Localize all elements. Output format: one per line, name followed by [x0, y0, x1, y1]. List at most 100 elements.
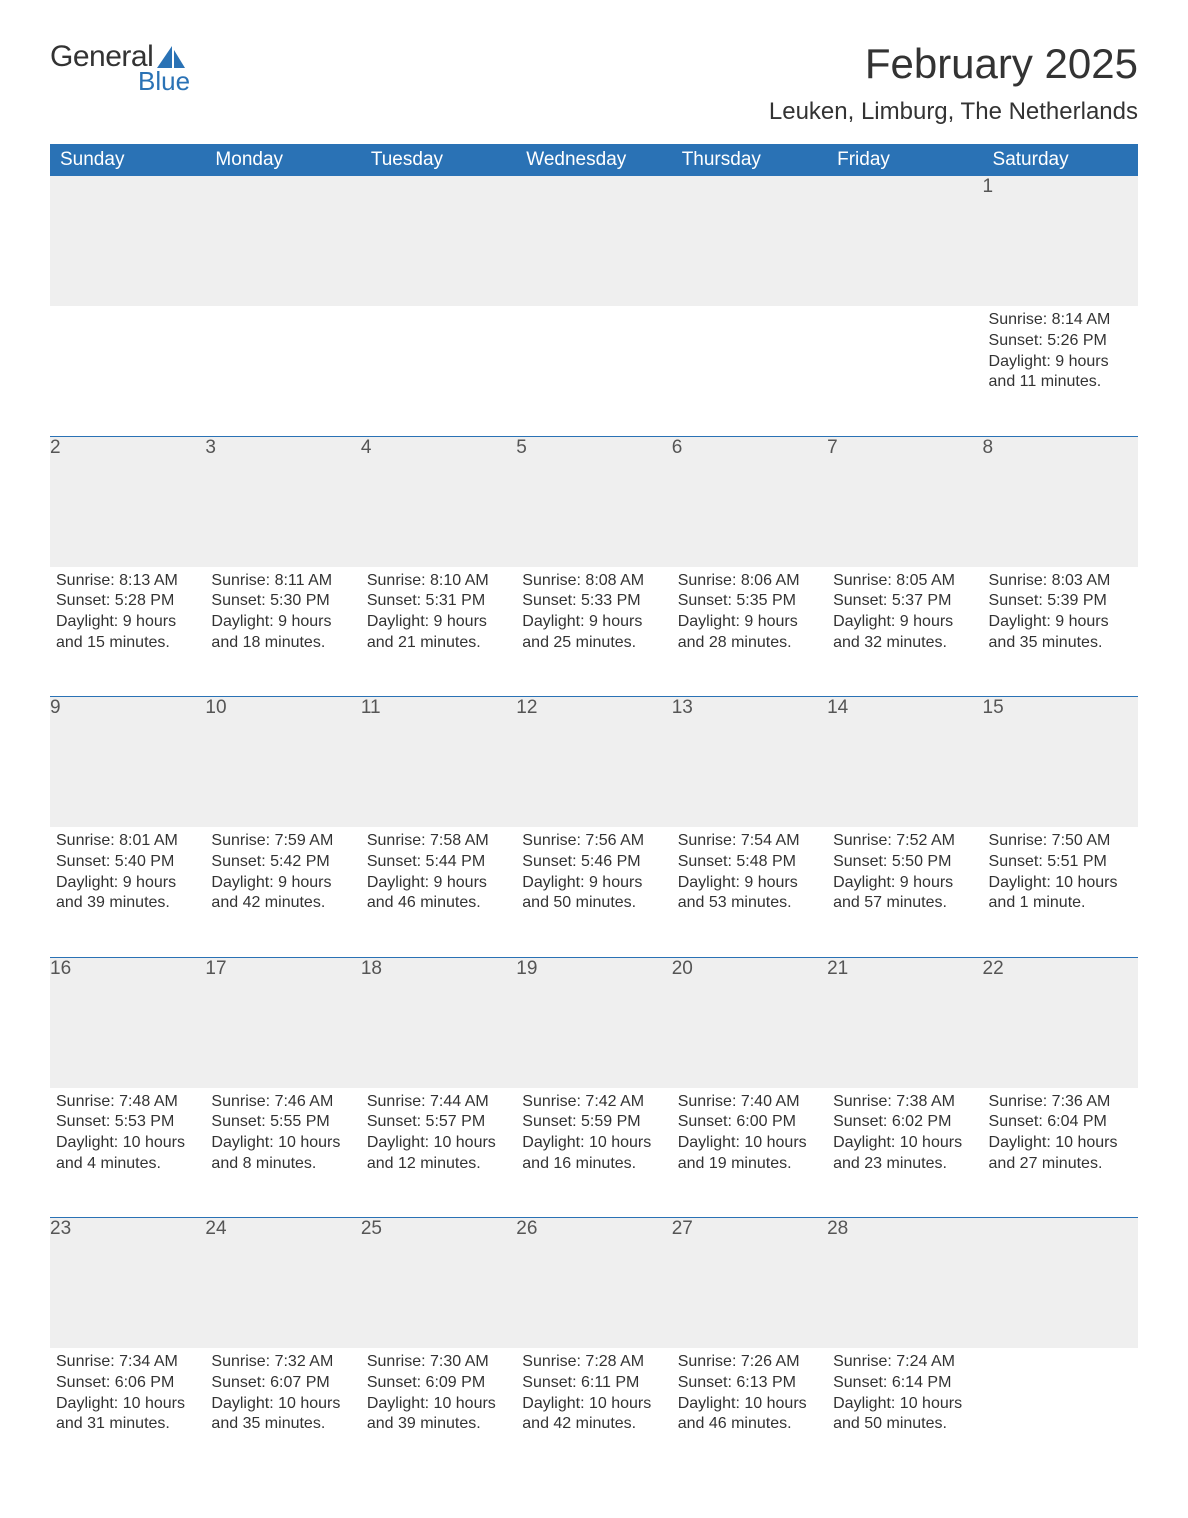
daylight-line-label: Daylight: [833, 1395, 895, 1412]
day-number-cell: 3 [205, 437, 360, 567]
sunset-line: Sunset: 6:11 PM [522, 1373, 663, 1394]
sunrise-line: Sunrise: 8:11 AM [211, 571, 352, 592]
sunrise-line-value: 7:32 AM [270, 1353, 333, 1370]
sunset-line-value: 6:06 PM [110, 1374, 174, 1391]
day-content: Sunrise: 7:34 AMSunset: 6:06 PMDaylight:… [50, 1348, 205, 1447]
sunset-line-label: Sunset: [56, 853, 110, 870]
sunset-line-label: Sunset: [989, 592, 1043, 609]
sunset-line: Sunset: 6:09 PM [367, 1373, 508, 1394]
daylight-line: Daylight: 9 hours and 57 minutes. [833, 873, 974, 915]
day-content: Sunrise: 8:14 AMSunset: 5:26 PMDaylight:… [983, 306, 1138, 405]
day-number-row: 16171819202122 [50, 958, 1138, 1088]
daylight-line: Daylight: 10 hours and 19 minutes. [678, 1133, 819, 1175]
sunrise-line-value: 7:52 AM [892, 832, 955, 849]
day-cell: Sunrise: 7:42 AMSunset: 5:59 PMDaylight:… [516, 1088, 671, 1218]
sunset-line: Sunset: 6:00 PM [678, 1112, 819, 1133]
sunset-line: Sunset: 5:28 PM [56, 591, 197, 612]
day-number-cell: 5 [516, 437, 671, 567]
daylight-line: Daylight: 9 hours and 18 minutes. [211, 612, 352, 654]
day-cell: Sunrise: 7:26 AMSunset: 6:13 PMDaylight:… [672, 1348, 827, 1478]
sunrise-line-value: 7:50 AM [1047, 832, 1110, 849]
day-cell: Sunrise: 7:50 AMSunset: 5:51 PMDaylight:… [983, 827, 1138, 957]
sunset-line-label: Sunset: [678, 853, 732, 870]
sunset-line: Sunset: 5:26 PM [989, 331, 1130, 352]
day-number-cell: 16 [50, 958, 205, 1088]
sunrise-line: Sunrise: 7:36 AM [989, 1092, 1130, 1113]
day-number-cell: 19 [516, 958, 671, 1088]
day-cell: Sunrise: 8:13 AMSunset: 5:28 PMDaylight:… [50, 567, 205, 697]
sunset-line-value: 5:30 PM [266, 592, 330, 609]
day-content [361, 306, 516, 322]
day-content: Sunrise: 7:30 AMSunset: 6:09 PMDaylight:… [361, 1348, 516, 1447]
sunrise-line-value: 7:24 AM [892, 1353, 955, 1370]
weekday-header: Wednesday [516, 144, 671, 176]
daylight-line-label: Daylight: [56, 1134, 118, 1151]
sunset-line-value: 5:57 PM [421, 1113, 485, 1130]
daylight-line: Daylight: 10 hours and 23 minutes. [833, 1133, 974, 1175]
weekday-header: Monday [205, 144, 360, 176]
sunset-line-value: 6:14 PM [887, 1374, 951, 1391]
daylight-line-label: Daylight: [678, 613, 740, 630]
day-content: Sunrise: 7:28 AMSunset: 6:11 PMDaylight:… [516, 1348, 671, 1447]
day-cell: Sunrise: 7:28 AMSunset: 6:11 PMDaylight:… [516, 1348, 671, 1478]
sunrise-line-label: Sunrise: [833, 572, 892, 589]
day-number-cell: 12 [516, 697, 671, 827]
sunrise-line-value: 7:30 AM [426, 1353, 489, 1370]
sunrise-line-label: Sunrise: [522, 832, 581, 849]
daylight-line: Daylight: 9 hours and 21 minutes. [367, 612, 508, 654]
day-cell: Sunrise: 7:56 AMSunset: 5:46 PMDaylight:… [516, 827, 671, 957]
sunrise-line-value: 7:48 AM [115, 1093, 178, 1110]
sunset-line-value: 5:44 PM [421, 853, 485, 870]
logo-text-blue: Blue [138, 66, 190, 97]
sunset-line-value: 5:46 PM [577, 853, 641, 870]
day-number-row: 232425262728 [50, 1218, 1138, 1348]
sunrise-line-label: Sunrise: [989, 572, 1048, 589]
day-number-cell: 1 [983, 176, 1138, 306]
day-number-cell: 23 [50, 1218, 205, 1348]
day-cell [827, 306, 982, 436]
day-number-cell: 18 [361, 958, 516, 1088]
sunrise-line-value: 8:08 AM [581, 572, 644, 589]
day-content: Sunrise: 7:59 AMSunset: 5:42 PMDaylight:… [205, 827, 360, 926]
sunset-line-value: 5:59 PM [577, 1113, 641, 1130]
sunset-line: Sunset: 5:48 PM [678, 852, 819, 873]
day-content: Sunrise: 8:10 AMSunset: 5:31 PMDaylight:… [361, 567, 516, 666]
sunset-line-label: Sunset: [678, 1374, 732, 1391]
daylight-line-label: Daylight: [367, 1134, 429, 1151]
day-cell: Sunrise: 7:34 AMSunset: 6:06 PMDaylight:… [50, 1348, 205, 1478]
day-cell: Sunrise: 7:30 AMSunset: 6:09 PMDaylight:… [361, 1348, 516, 1478]
daylight-line: Daylight: 10 hours and 4 minutes. [56, 1133, 197, 1175]
sunset-line: Sunset: 5:30 PM [211, 591, 352, 612]
sunrise-line-value: 7:46 AM [270, 1093, 333, 1110]
daylight-line: Daylight: 10 hours and 50 minutes. [833, 1394, 974, 1436]
weekday-header: Friday [827, 144, 982, 176]
sunset-line: Sunset: 5:39 PM [989, 591, 1130, 612]
daylight-line: Daylight: 9 hours and 25 minutes. [522, 612, 663, 654]
day-cell [672, 306, 827, 436]
sunrise-line-label: Sunrise: [56, 572, 115, 589]
sunrise-line-label: Sunrise: [833, 832, 892, 849]
sunset-line-value: 5:42 PM [266, 853, 330, 870]
daylight-line-label: Daylight: [989, 874, 1051, 891]
location: Leuken, Limburg, The Netherlands [769, 98, 1138, 126]
daylight-line-label: Daylight: [56, 1395, 118, 1412]
sunrise-line-value: 8:06 AM [736, 572, 799, 589]
day-cell: Sunrise: 7:44 AMSunset: 5:57 PMDaylight:… [361, 1088, 516, 1218]
calendar-header-row: SundayMondayTuesdayWednesdayThursdayFrid… [50, 144, 1138, 176]
day-number-cell: 10 [205, 697, 360, 827]
sunset-line-label: Sunset: [56, 1113, 110, 1130]
daylight-line-label: Daylight: [522, 874, 584, 891]
sunrise-line: Sunrise: 7:30 AM [367, 1352, 508, 1373]
sunset-line-value: 6:13 PM [732, 1374, 796, 1391]
sunrise-line-label: Sunrise: [522, 572, 581, 589]
daylight-line: Daylight: 10 hours and 8 minutes. [211, 1133, 352, 1175]
sunrise-line: Sunrise: 7:44 AM [367, 1092, 508, 1113]
day-content-row: Sunrise: 7:34 AMSunset: 6:06 PMDaylight:… [50, 1348, 1138, 1478]
header: General Blue February 2025 Leuken, Limbu… [50, 40, 1138, 138]
day-number-cell: 26 [516, 1218, 671, 1348]
sunrise-line-value: 7:44 AM [426, 1093, 489, 1110]
day-number-cell: 13 [672, 697, 827, 827]
sunset-line: Sunset: 6:14 PM [833, 1373, 974, 1394]
day-content: Sunrise: 7:50 AMSunset: 5:51 PMDaylight:… [983, 827, 1138, 926]
day-content [516, 306, 671, 322]
